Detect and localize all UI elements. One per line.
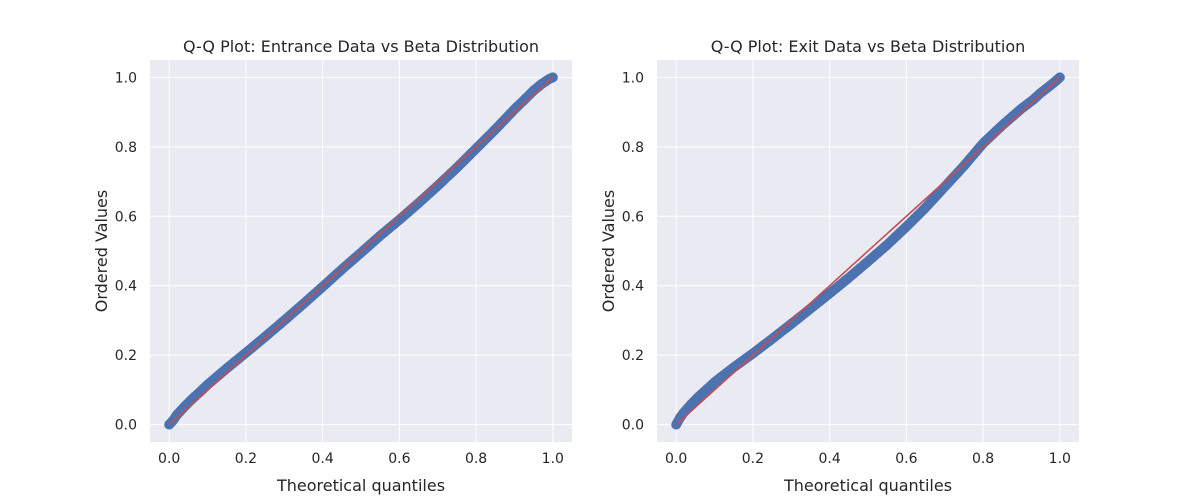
x-tick-label: 0.8 [972, 451, 994, 467]
x-tick-label: 0.4 [312, 451, 334, 467]
panel-exit: 0.0 0.2 0.4 0.6 0.8 1.0 0.0 0.2 0.4 0.6 0.8 1.0 Q-… [599, 37, 1079, 495]
y-tick-label: 1.0 [622, 70, 644, 86]
x-axis-label: Theoretical quantiles [783, 476, 952, 495]
x-tick-label: 0.2 [742, 451, 764, 467]
x-tick-label: 1.0 [1049, 451, 1071, 467]
y-axis-label: Ordered Values [92, 190, 111, 312]
y-tick-label: 0.4 [622, 279, 644, 295]
y-tick-label: 0.2 [115, 348, 137, 364]
x-tick-label: 0.8 [465, 451, 487, 467]
y-tick-label: 0.2 [622, 348, 644, 364]
x-tick-label: 0.0 [158, 451, 180, 467]
x-tick-label: 0.0 [665, 451, 687, 467]
y-tick-label: 0.6 [622, 209, 644, 225]
y-tick-label: 0.6 [115, 209, 137, 225]
x-tick-label: 0.6 [895, 451, 917, 467]
y-tick-label: 0.0 [622, 418, 644, 434]
grid [657, 60, 1079, 442]
y-tick-label: 0.8 [622, 140, 644, 156]
x-tick-labels: 0.0 0.2 0.4 0.6 0.8 1.0 [158, 451, 564, 467]
reference-line-layer [675, 76, 1061, 426]
y-tick-label: 1.0 [115, 70, 137, 86]
reference-line [168, 76, 554, 426]
x-tick-label: 0.6 [388, 451, 410, 467]
y-axis-label: Ordered Values [599, 190, 618, 312]
x-tick-label: 1.0 [542, 451, 564, 467]
y-tick-label: 0.0 [115, 418, 137, 434]
x-tick-label: 0.2 [235, 451, 257, 467]
x-tick-labels: 0.0 0.2 0.4 0.6 0.8 1.0 [665, 451, 1071, 467]
reference-line [675, 76, 1061, 426]
grid [150, 60, 572, 442]
y-tick-label: 0.4 [115, 279, 137, 295]
x-tick-label: 0.4 [819, 451, 841, 467]
x-axis-label: Theoretical quantiles [276, 476, 445, 495]
y-tick-labels: 0.0 0.2 0.4 0.6 0.8 1.0 [622, 70, 644, 433]
y-tick-label: 0.8 [115, 140, 137, 156]
chart-title: Q-Q Plot: Exit Data vs Beta Distribution [711, 37, 1026, 56]
chart-title: Q-Q Plot: Entrance Data vs Beta Distribu… [183, 37, 539, 56]
panel-entrance: 0.0 0.2 0.4 0.6 0.8 1.0 0.0 0.2 0.4 0.6 0.8 1.0 Q-… [92, 37, 572, 495]
y-tick-labels: 0.0 0.2 0.4 0.6 0.8 1.0 [115, 70, 137, 433]
reference-line-layer [168, 76, 554, 426]
